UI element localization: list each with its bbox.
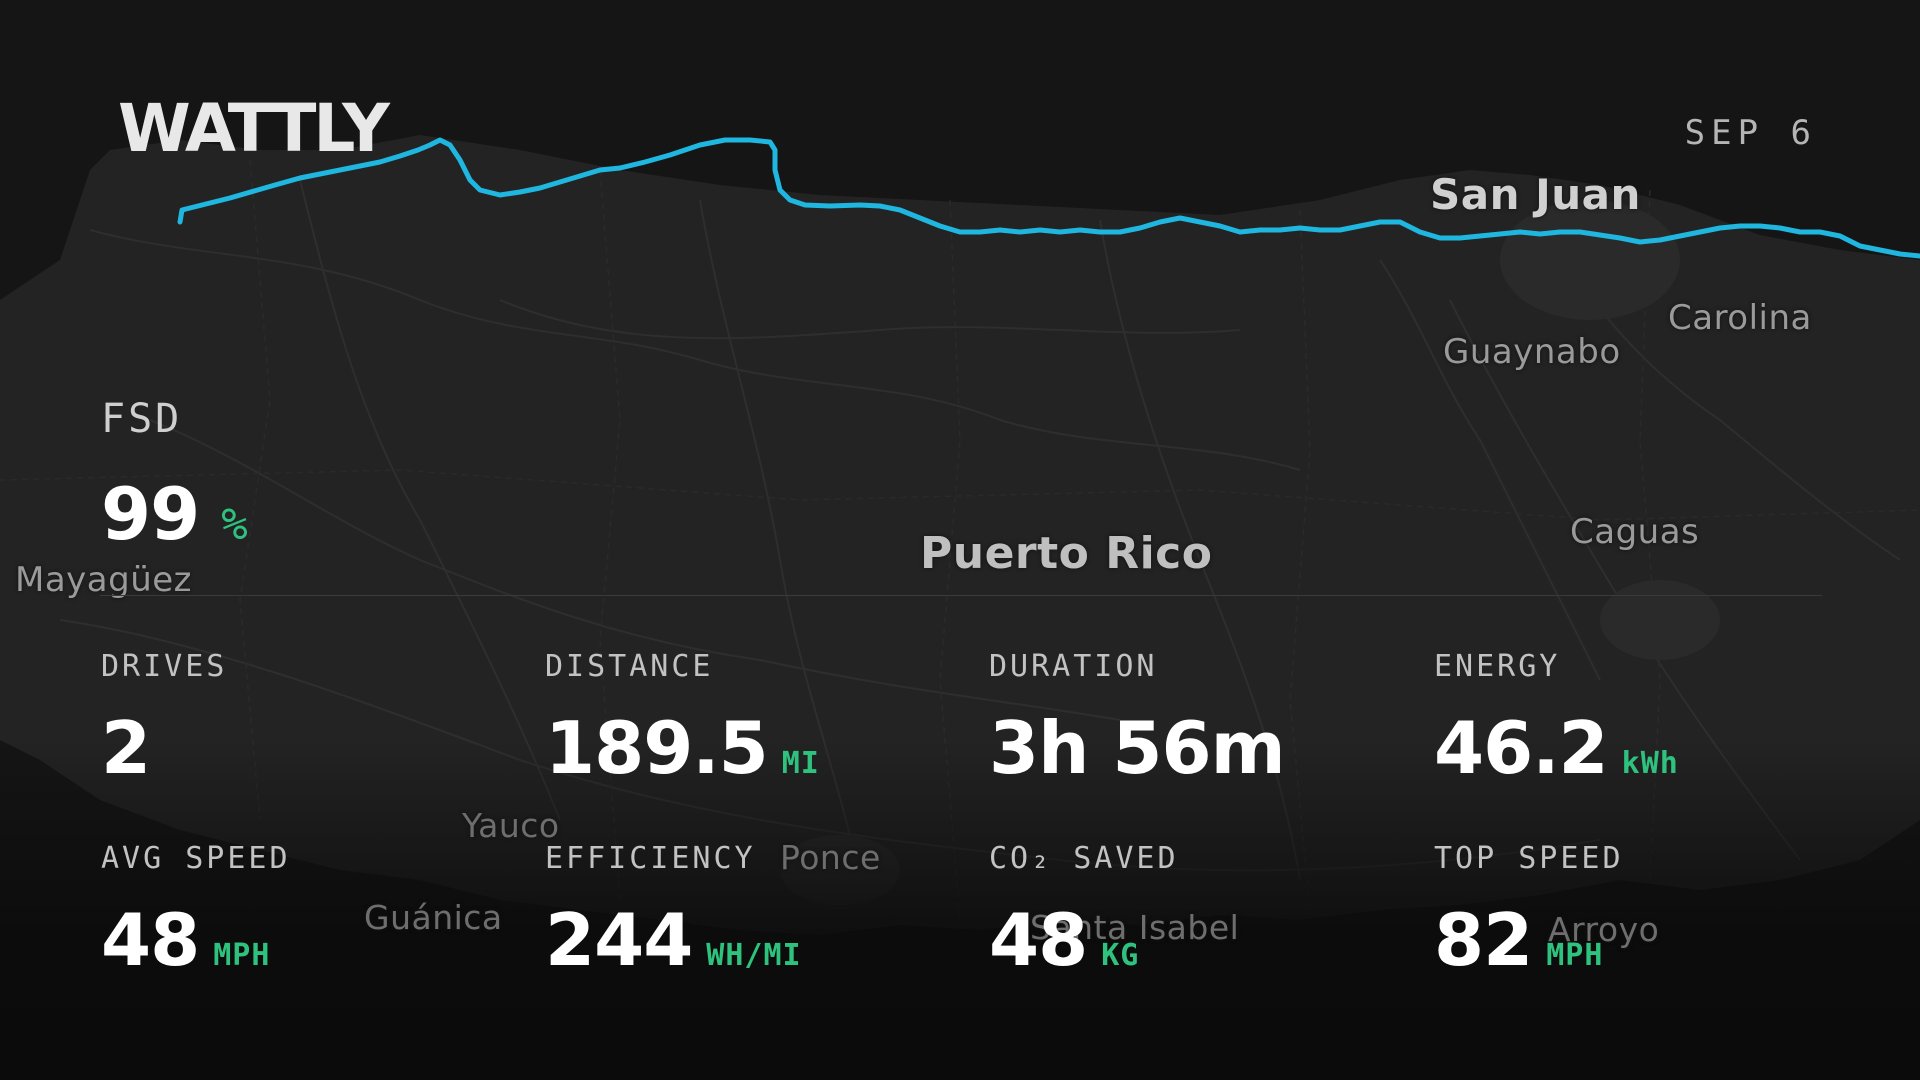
avg-speed-stat: 48 MPH (101, 904, 270, 976)
fsd-value: 99 (101, 472, 200, 556)
distance-unit: MI (781, 746, 820, 781)
place-santa-isabel: Santa Isabel (1030, 908, 1240, 947)
efficiency-unit: WH/MI (706, 938, 802, 973)
fsd-label: FSD (101, 396, 183, 442)
brand-logo: WATTLY (118, 90, 390, 167)
place-san-juan: San Juan (1430, 170, 1641, 219)
energy-value: 46.2 (1434, 706, 1609, 790)
place-puerto-rico: Puerto Rico (920, 528, 1213, 579)
place-ponce: Ponce (780, 838, 881, 877)
duration-value: 3h 56m (989, 706, 1286, 790)
distance-stat: 189.5 MI (545, 712, 820, 784)
divider (100, 595, 1822, 596)
avg-speed-unit: MPH (213, 938, 271, 973)
place-mayaguez: Mayagüez (15, 560, 193, 600)
duration-label: DURATION (989, 649, 1158, 684)
island-landmass (0, 135, 1920, 935)
top-speed-value: 82 (1434, 898, 1533, 982)
energy-label: ENERGY (1434, 649, 1561, 684)
fsd-stat: 99% (101, 478, 249, 550)
drive-route[interactable] (177, 137, 1920, 259)
place-arroyo: Arroyo (1548, 910, 1660, 949)
top-speed-label: TOP SPEED (1434, 841, 1624, 876)
avg-speed-label: AVG SPEED (101, 841, 291, 876)
fsd-unit: % (221, 499, 249, 550)
distance-label: DISTANCE (545, 649, 714, 684)
bottom-fade (0, 740, 1920, 1080)
drives-value: 2 (101, 706, 151, 790)
energy-unit: kWh (1621, 746, 1679, 781)
co2-saved-value: 48 (989, 898, 1088, 982)
trip-date: SEP 6 (1684, 113, 1817, 153)
drives-label: DRIVES (101, 649, 228, 684)
distance-value: 189.5 (545, 706, 769, 790)
place-carolina: Carolina (1668, 298, 1812, 338)
co2-saved-stat: 48 KG (989, 904, 1139, 976)
co2-saved-unit: KG (1101, 938, 1140, 973)
top-speed-stat: 82 MPH (1434, 904, 1603, 976)
efficiency-stat: 244 WH/MI (545, 904, 802, 976)
co2-saved-label: CO₂ SAVED (989, 841, 1179, 876)
efficiency-label: EFFICIENCY (545, 841, 756, 876)
place-caguas: Caguas (1570, 512, 1700, 552)
top-speed-unit: MPH (1546, 938, 1604, 973)
drives-stat: 2 (101, 712, 151, 784)
place-yauco: Yauco (462, 806, 560, 845)
place-guaynabo: Guaynabo (1443, 332, 1621, 372)
place-guanica: Guánica (364, 898, 503, 937)
duration-stat: 3h 56m (989, 712, 1286, 784)
energy-stat: 46.2 kWh (1434, 712, 1679, 784)
efficiency-value: 244 (545, 898, 693, 982)
avg-speed-value: 48 (101, 898, 200, 982)
